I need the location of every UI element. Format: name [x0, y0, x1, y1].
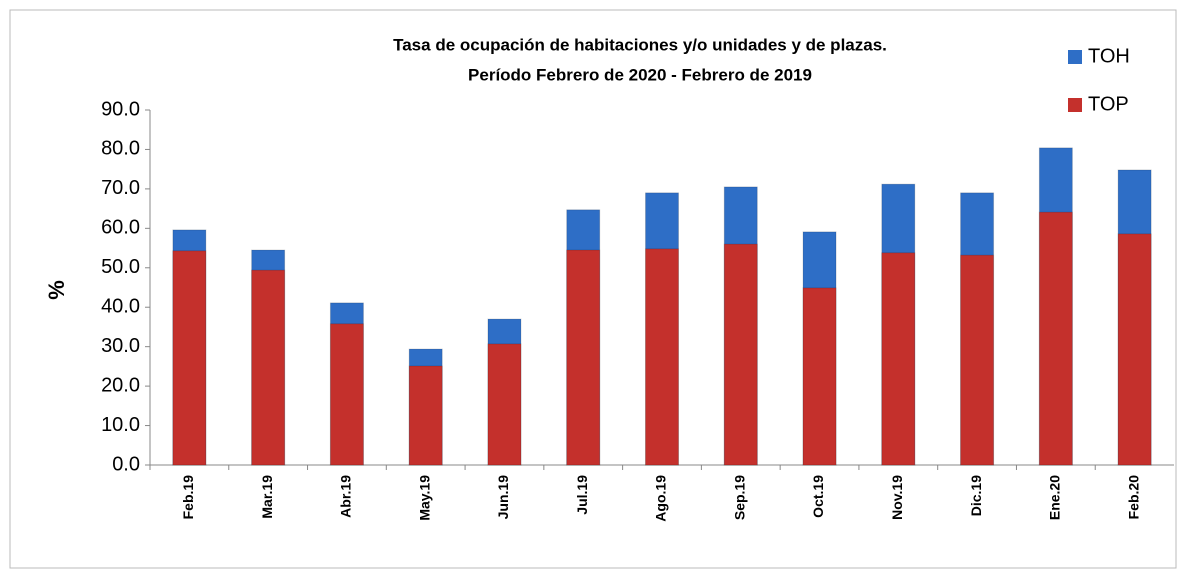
- y-tick-label: 40.0: [101, 296, 140, 318]
- x-tick-label: Jul.19: [574, 475, 590, 515]
- x-tick-label: Sep.19: [731, 475, 747, 520]
- legend-swatch: [1068, 98, 1082, 112]
- x-tick-label: Ago.19: [653, 475, 669, 522]
- x-tick-label: Ene.20: [1047, 475, 1063, 520]
- bar: [172, 250, 207, 466]
- x-tick-label: Dic.19: [968, 475, 984, 516]
- legend-label: TOH: [1088, 45, 1130, 67]
- x-tick-label: Feb.20: [1125, 475, 1141, 520]
- x-tick-label: Feb.19: [180, 475, 196, 520]
- bar: [802, 287, 837, 466]
- y-tick-label: 30.0: [101, 335, 140, 357]
- bar: [487, 343, 522, 466]
- y-tick-label: 20.0: [101, 374, 140, 396]
- bar: [1117, 233, 1152, 466]
- y-axis-label: %: [44, 280, 69, 300]
- x-tick-label: Jun.19: [495, 475, 511, 520]
- chart-title: Tasa de ocupación de habitaciones y/o un…: [393, 35, 887, 54]
- bar: [566, 249, 601, 466]
- bar: [645, 248, 679, 466]
- x-tick-label: Abr.19: [338, 475, 354, 518]
- y-tick-label: 90.0: [101, 98, 140, 120]
- x-tick-label: Oct.19: [810, 475, 826, 518]
- y-tick-label: 0.0: [112, 453, 140, 475]
- bar: [251, 269, 286, 466]
- chart-subtitle: Período Febrero de 2020 - Febrero de 201…: [468, 65, 812, 84]
- legend-swatch: [1068, 50, 1082, 64]
- x-tick-label: Mar.19: [259, 475, 275, 519]
- y-tick-label: 80.0: [101, 138, 140, 160]
- bar: [881, 252, 916, 466]
- bar: [329, 323, 364, 466]
- legend-label: TOP: [1088, 93, 1129, 115]
- bar: [1038, 211, 1073, 466]
- bar: [408, 365, 443, 466]
- bar: [960, 254, 995, 466]
- x-tick-label: May.19: [416, 475, 432, 521]
- y-tick-label: 50.0: [101, 256, 140, 278]
- y-tick-label: 70.0: [101, 177, 140, 199]
- x-tick-label: Nov.19: [889, 475, 905, 520]
- y-tick-label: 10.0: [101, 414, 140, 436]
- y-tick-label: 60.0: [101, 217, 140, 239]
- bar: [723, 243, 758, 466]
